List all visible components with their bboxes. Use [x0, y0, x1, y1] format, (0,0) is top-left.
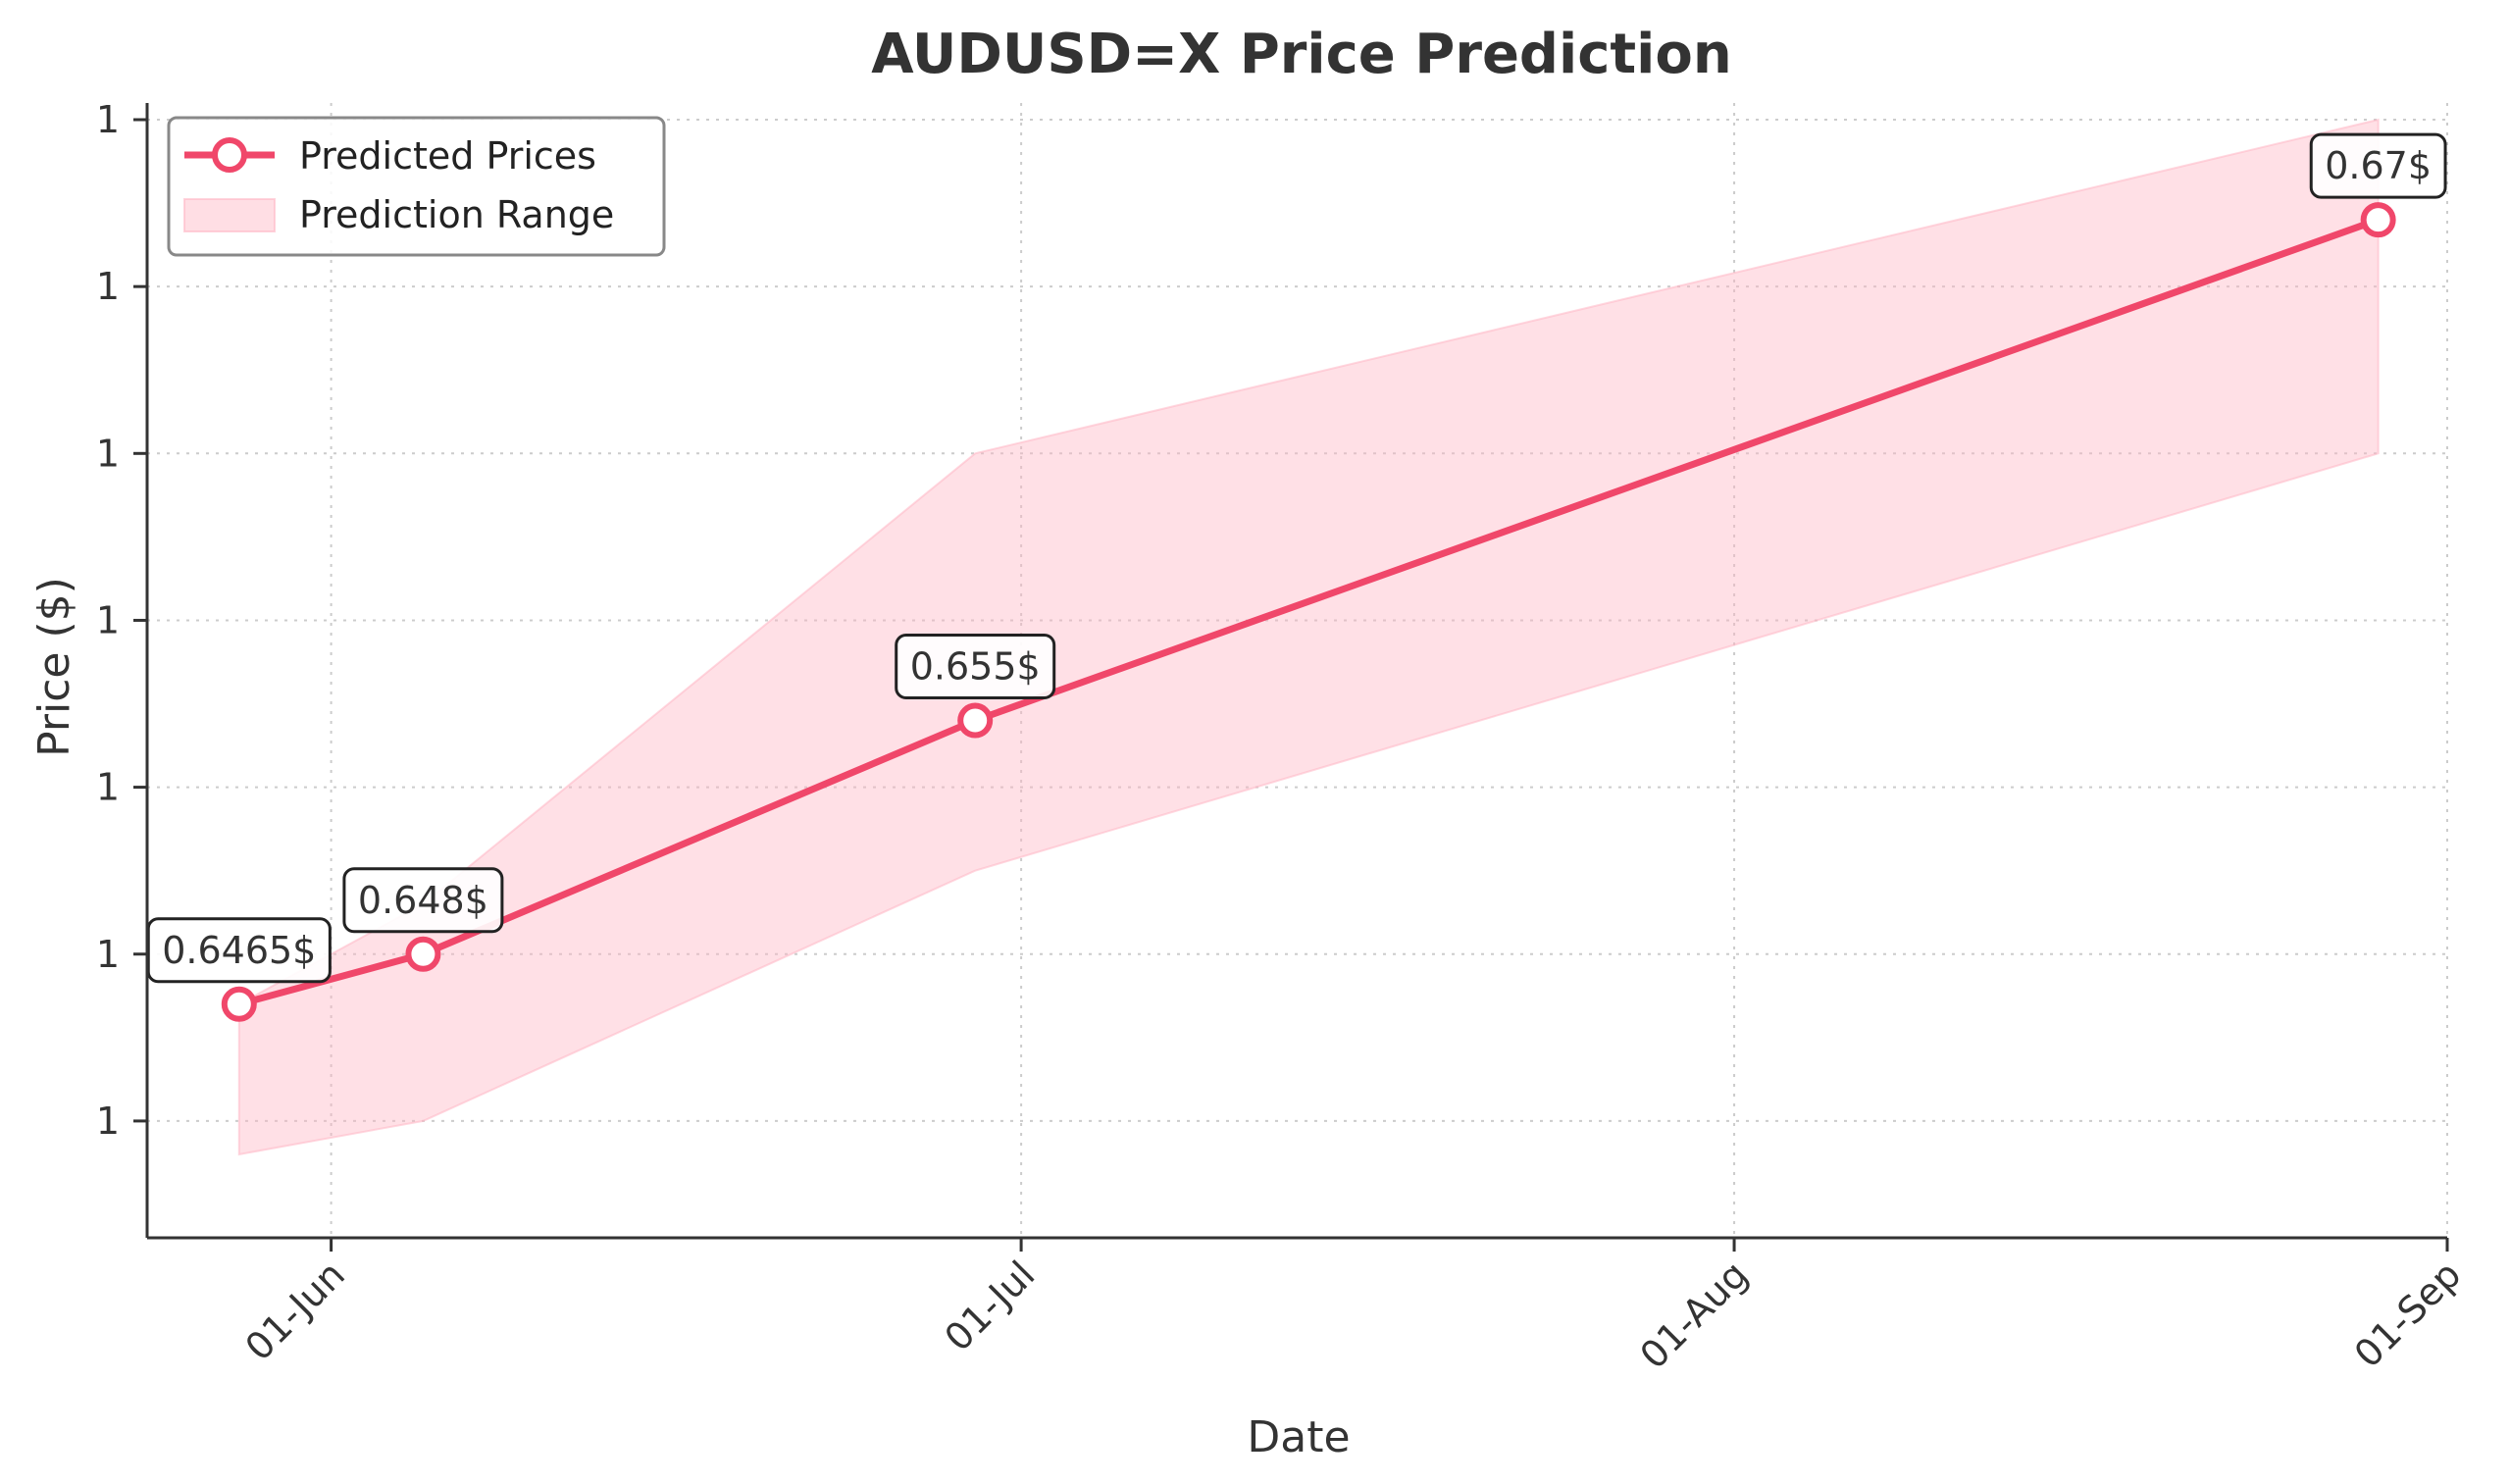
y-tick-label: 1: [96, 766, 120, 809]
legend-band-swatch: [183, 198, 276, 232]
data-label-text: 0.648$: [358, 879, 488, 922]
band-layer: [237, 118, 2380, 1156]
x-axis-label: Date: [1247, 1412, 1350, 1462]
data-label-text: 0.655$: [910, 645, 1041, 689]
grid-layer: [147, 103, 2448, 1238]
predicted-price-point: [2360, 202, 2396, 238]
data-label-box: [2309, 132, 2447, 199]
prediction-range-band: [237, 118, 2380, 1156]
predicted-price-point: [957, 702, 994, 739]
y-tick-label: 1: [96, 265, 120, 308]
legend-marker-swatch: [212, 137, 247, 173]
y-tick-label: 1: [96, 432, 120, 475]
legend-frame: [167, 116, 666, 257]
data-label-box: [342, 867, 504, 934]
data-label-text: 0.6465$: [162, 929, 316, 972]
legend: Predicted Prices Prediction Range: [167, 116, 666, 257]
data-label: 0.648$: [342, 867, 504, 934]
annotation-layer: 0.6465$ 0.648$ 0.655$ 0.67$: [146, 132, 2447, 984]
data-label: 0.6465$: [146, 917, 332, 984]
data-label-text: 0.67$: [2325, 144, 2432, 187]
y-tick-label: 1: [96, 598, 120, 641]
data-label: 0.67$: [2309, 132, 2447, 199]
point-layer: [221, 202, 2396, 1022]
predicted-prices-line: [235, 216, 2382, 1008]
y-tick-label: 1: [96, 1100, 120, 1143]
predicted-price-point: [221, 986, 257, 1022]
predicted-price-point: [405, 936, 441, 972]
data-label-box: [895, 634, 1056, 700]
line-layer: [235, 216, 2382, 1008]
legend-label-range: Prediction Range: [299, 193, 614, 236]
y-tick-label: 1: [96, 933, 120, 976]
legend-label-predicted: Predicted Prices: [299, 134, 596, 178]
y-axis-label: Price ($): [29, 577, 79, 757]
chart-title: AUDUSD=X Price Prediction: [871, 23, 1731, 86]
data-label: 0.655$: [895, 634, 1056, 700]
y-tick-label: 1: [96, 98, 120, 141]
